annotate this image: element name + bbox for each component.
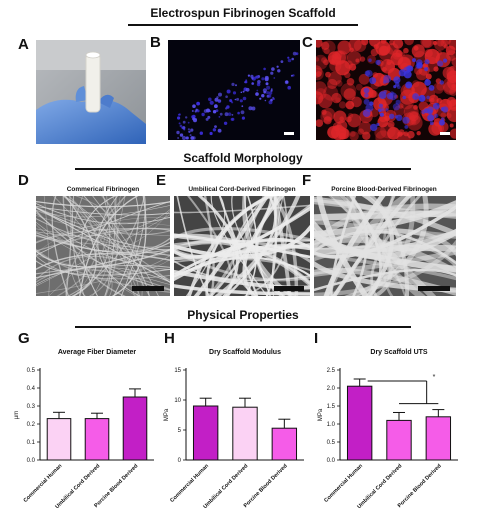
x-tick-label: Commercial Human: [23, 463, 64, 504]
y-tick-label: 0.5: [327, 440, 336, 446]
section-rule-top: [128, 24, 358, 26]
sem-fiber-image-commercial: [36, 196, 170, 296]
panel-label-b: B: [150, 34, 161, 51]
chart-dry-scaffold-uts: Dry Scaffold UTS MPa 0.0 0.5 1.0 1.5 2.0 2.5 Com…: [314, 340, 466, 510]
y-tick-label: 0.5: [27, 368, 36, 374]
panel-label-a: A: [18, 36, 29, 53]
y-tick-label: 0.0: [327, 458, 336, 464]
bar: [347, 386, 371, 460]
x-tick-label: Porcine Blood Derived: [243, 463, 289, 509]
y-tick-label: 2.0: [327, 386, 336, 392]
scale-bar: [274, 286, 304, 291]
y-tick-label: 1.0: [327, 422, 336, 428]
y-tick-label: 0.4: [27, 386, 36, 392]
y-tick-label: 5: [178, 428, 182, 434]
y-axis-label: MPa: [318, 408, 324, 421]
bar: [387, 420, 411, 460]
scale-bar: [284, 132, 294, 135]
y-tick-label: 10: [174, 398, 181, 404]
x-tick-label: Porcine Blood Derived: [397, 463, 443, 509]
y-axis-label: μm: [14, 411, 20, 419]
sem-caption-porcine: Porcine Blood-Derived Fibrinogen: [312, 186, 456, 193]
significance-asterisk: *: [433, 374, 436, 381]
y-tick-label: 0.1: [27, 440, 36, 446]
chart-title: Dry Scaffold Modulus: [209, 349, 281, 356]
x-tick-label: Umbilical Cord Derived: [202, 463, 249, 510]
sem-caption-umbilical: Umbilical Cord-Derived Fibrinogen: [172, 186, 312, 193]
y-tick-label: 0.3: [27, 404, 36, 410]
section-title-scaffold-morphology: Scaffold Morphology: [0, 151, 486, 165]
section-title-fibrinogen-scaffold: Electrospun Fibrinogen Scaffold: [0, 6, 486, 20]
gloved-hand-photo: [36, 40, 146, 144]
bar: [233, 407, 257, 460]
section-title-physical-properties: Physical Properties: [0, 308, 486, 322]
bar: [85, 419, 109, 460]
chart-title: Average Fiber Diameter: [58, 349, 137, 356]
y-axis-label: MPa: [164, 408, 170, 421]
scale-bar: [132, 286, 164, 291]
significance-bracket: [368, 381, 439, 404]
x-tick-label: Umbilical Cord Derived: [356, 463, 403, 510]
panel-label-d: D: [18, 172, 29, 189]
bar: [272, 428, 296, 460]
bar: [426, 417, 450, 460]
bar: [123, 397, 147, 460]
y-tick-label: 0.0: [27, 458, 36, 464]
bar: [193, 406, 217, 460]
section-rule-middle: [75, 168, 411, 170]
scale-bar: [418, 286, 450, 291]
sem-fiber-image-porcine: [314, 196, 456, 296]
y-tick-label: 2.5: [327, 368, 336, 374]
chart-dry-scaffold-modulus: Dry Scaffold Modulus MPa 0 5 10 15 Commercial …: [160, 340, 312, 510]
sem-fiber-image-umbilical: [174, 196, 310, 296]
x-tick-label: Commercial Human: [169, 463, 210, 504]
chart-average-fiber-diameter: Average Fiber Diameter μm 0.0 0.1 0.2 0.3 0.4 0…: [10, 340, 162, 510]
y-tick-label: 1.5: [327, 404, 336, 410]
y-tick-label: 0: [178, 458, 182, 464]
red-stain-fluorescence-image: [316, 40, 456, 140]
chart-title: Dry Scaffold UTS: [370, 349, 428, 356]
scale-bar: [440, 132, 450, 135]
sem-caption-commercial: Commerical Fibrinogen: [36, 186, 170, 193]
y-tick-label: 15: [174, 368, 181, 374]
panel-label-c: C: [302, 34, 313, 51]
x-tick-label: Commercial Human: [323, 463, 364, 504]
y-tick-label: 0.2: [27, 422, 36, 428]
section-rule-bottom: [75, 326, 411, 328]
dapi-fluorescence-image: [168, 40, 300, 140]
bar: [47, 419, 71, 460]
x-tick-label: Porcine Blood Derived: [93, 463, 139, 509]
